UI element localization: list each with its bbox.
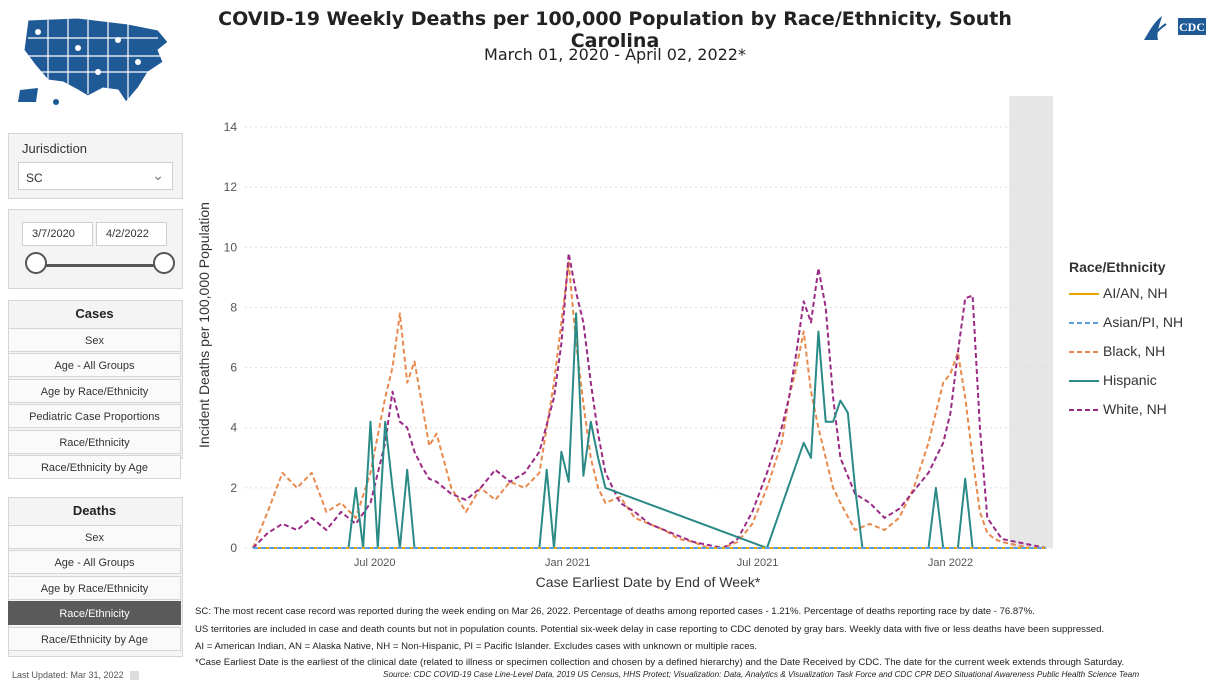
jurisdiction-label: Jurisdiction [22,141,88,156]
jurisdiction-select[interactable]: SC ⌄ [18,162,173,190]
slider-handle-start[interactable] [25,252,47,274]
y-tick-label: 12 [224,180,238,194]
legend-item[interactable]: Black, NH [1069,343,1165,359]
nav-item-deaths-race-ethnicity[interactable]: Race/Ethnicity [8,601,181,626]
legend-swatch [1069,409,1099,412]
y-axis-label: Incident Deaths per 100,000 Population [196,202,212,448]
legend-label: Black, NH [1103,343,1166,359]
note-1: SC: The most recent case record was repo… [195,606,1035,617]
series-line-white-nh [252,252,1047,549]
last-updated: Last Updated: Mar 31, 2022 [12,670,139,681]
y-tick-label: 2 [230,481,237,495]
nav-item-deaths-age-all-groups[interactable]: Age - All Groups [8,550,181,575]
note-4: *Case Earliest Date is the earliest of t… [195,657,1125,668]
nav-item-deaths-age-by-race-ethnicity[interactable]: Age by Race/Ethnicity [8,575,181,600]
legend-swatch [1069,351,1099,354]
legend-label: AI/AN, NH [1103,285,1168,301]
nav-item-cases-sex[interactable]: Sex [8,328,181,352]
last-updated-text: Last Updated: Mar 31, 2022 [12,670,124,680]
y-tick-label: 6 [230,361,237,375]
nav-item-cases-pediatric-case-proportions[interactable]: Pediatric Case Proportions [8,404,181,429]
cdc-logo-text: CDC [1179,20,1205,34]
legend-item[interactable]: Asian/PI, NH [1069,314,1183,330]
date-slider-track[interactable] [36,264,164,267]
chevron-down-icon: ⌄ [152,167,164,183]
x-tick-label: Jul 2021 [737,557,779,569]
y-tick-label: 14 [224,120,238,134]
nav-item-cases-age-by-race-ethnicity[interactable]: Age by Race/Ethnicity [8,378,181,403]
cases-header: Cases [75,306,114,321]
legend-label: Asian/PI, NH [1103,314,1184,330]
nav-item-cases-race-ethnicity[interactable]: Race/Ethnicity [8,429,181,454]
legend-swatch [1069,293,1099,296]
y-tick-label: 4 [230,421,237,435]
legend-swatch [1069,380,1099,383]
x-tick-label: Jan 2021 [545,557,590,569]
nav-item-cases-race-ethnicity-by-age[interactable]: Race/Ethnicity by Age [8,455,181,479]
x-axis-label: Case Earliest Date by End of Week* [536,574,761,590]
chart-title: COVID-19 Weekly Deaths per 100,000 Popul… [218,8,1012,52]
jurisdiction-value: SC [26,171,43,185]
series-line-hispanic [253,312,1046,549]
nav-item-deaths-race-ethnicity-by-age[interactable]: Race/Ethnicity by Age [8,626,181,651]
legend-item[interactable]: AI/AN, NH [1069,285,1168,301]
us-map-icon [8,10,173,115]
updated-square-icon [129,671,139,681]
legend-label: Hispanic [1103,372,1157,388]
x-tick-label: Jan 2022 [928,557,973,569]
series-line-black-nh [252,261,1046,549]
note-2: US territories are included in case and … [195,624,1105,635]
note-3: AI = American Indian, AN = Alaska Native… [195,641,758,652]
legend-swatch [1069,322,1099,325]
legend-item[interactable]: Hispanic [1069,372,1157,388]
y-tick-label: 8 [230,300,237,314]
legend-item[interactable]: White, NH [1069,401,1167,417]
legend-label: White, NH [1103,401,1167,417]
legend-title: Race/Ethnicity [1069,259,1166,275]
nav-item-deaths-sex[interactable]: Sex [8,525,181,549]
x-tick-label: Jul 2020 [354,557,396,569]
deaths-header: Deaths [72,503,117,518]
start-date-input[interactable]: 3/7/2020 [22,222,93,246]
end-date-input[interactable]: 4/2/2022 [96,222,167,246]
cdc-logo: CDC [1140,12,1210,49]
source-note: Source: CDC COVID-19 Case Line-Level Dat… [383,670,1140,679]
chart-subtitle: March 01, 2020 - April 02, 2022* [484,45,746,64]
y-tick-label: 10 [224,240,238,254]
reporting-delay-region [1009,96,1053,548]
nav-item-cases-age-all-groups[interactable]: Age - All Groups [8,353,181,378]
y-tick-label: 0 [230,541,237,555]
slider-handle-end[interactable] [153,252,175,274]
